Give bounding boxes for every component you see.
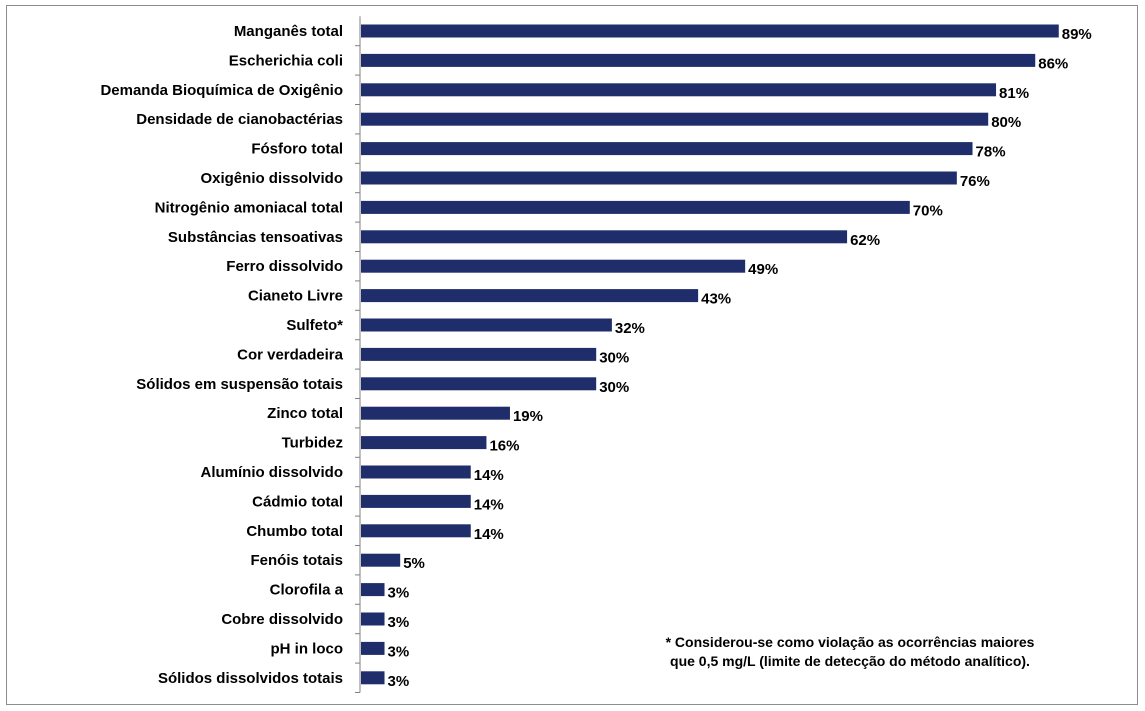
bar [361,112,989,126]
footnote: * Considerou-se como violação as ocorrên… [590,633,1110,671]
category-label: Turbidez [282,435,343,452]
category-label: Cádmio total [252,493,343,510]
value-label: 32% [615,320,645,337]
category-label: Manganês total [234,23,343,40]
bar [361,612,385,626]
bar [361,641,385,655]
value-label: 14% [474,526,504,543]
value-label: 30% [599,379,629,396]
category-label: Fósforo total [251,141,343,158]
category-label: Sulfeto* [286,317,343,334]
bar [361,24,1059,38]
value-label: 86% [1038,55,1068,72]
bar [361,347,597,361]
value-label: 70% [913,202,943,219]
category-label: Sólidos em suspensão totais [136,376,343,393]
value-label: 76% [960,173,990,190]
value-label: 3% [388,585,410,602]
bar [361,259,746,273]
bars [361,24,1059,685]
category-label: Densidade de cianobactérias [136,111,343,128]
bar [361,53,1036,67]
bar [361,289,699,303]
value-label: 81% [999,85,1029,102]
value-label: 49% [748,261,778,278]
category-label: Escherichia coli [229,52,343,69]
category-label: Ferro dissolvido [226,258,343,275]
bar [361,524,471,538]
value-label: 80% [991,114,1021,131]
bar [361,377,597,391]
value-label: 14% [474,467,504,484]
bar [361,406,510,420]
category-label: Fenóis totais [250,552,343,569]
bar [361,171,957,185]
bar [361,671,385,685]
category-label: Cianeto Livre [248,288,343,305]
footnote-line-1: * Considerou-se como violação as ocorrên… [665,634,1035,650]
category-label: Cobre dissolvido [221,611,343,628]
category-label: Substâncias tensoativas [168,229,343,246]
category-label: Chumbo total [246,523,343,540]
value-label: 89% [1062,26,1092,43]
category-label: Zinco total [267,405,343,422]
category-label: Demanda Bioquímica de Oxigênio [100,82,343,99]
value-labels: 89% 86% 81% 80% 78% 76% 70% 62% 49% 43% 32% 30% 30% 1… [388,26,1092,690]
value-label: 16% [489,438,519,455]
category-label: Sólidos dissolvidos totais [158,670,343,687]
category-label: Oxigênio dissolvido [200,170,343,187]
value-label: 43% [701,291,731,308]
bar [361,318,612,332]
value-label: 14% [474,496,504,513]
bar [361,494,471,508]
value-label: 3% [388,614,410,631]
value-label: 3% [388,673,410,690]
bar [361,553,401,567]
bar [361,83,997,97]
bar [361,142,973,156]
value-label: 62% [850,232,880,249]
value-label: 30% [599,349,629,366]
value-label: 78% [976,144,1006,161]
bar [361,200,910,214]
value-label: 19% [513,408,543,425]
bar [361,230,848,244]
category-label: Alumínio dissolvido [200,464,343,481]
category-label: Cor verdadeira [237,346,344,363]
value-label: 3% [388,643,410,660]
axis [355,16,361,693]
category-label: Clorofila a [270,582,344,599]
bar [361,436,487,450]
category-label: pH in loco [271,640,344,657]
category-labels: Manganês total Escherichia coli Demanda Bi… [100,23,343,687]
value-label: 5% [403,555,425,572]
category-label: Nitrogênio amoniacal total [155,199,343,216]
bar [361,465,471,479]
footnote-line-2: que 0,5 mg/L (limite de detecção do méto… [670,653,1030,669]
bar [361,583,385,597]
